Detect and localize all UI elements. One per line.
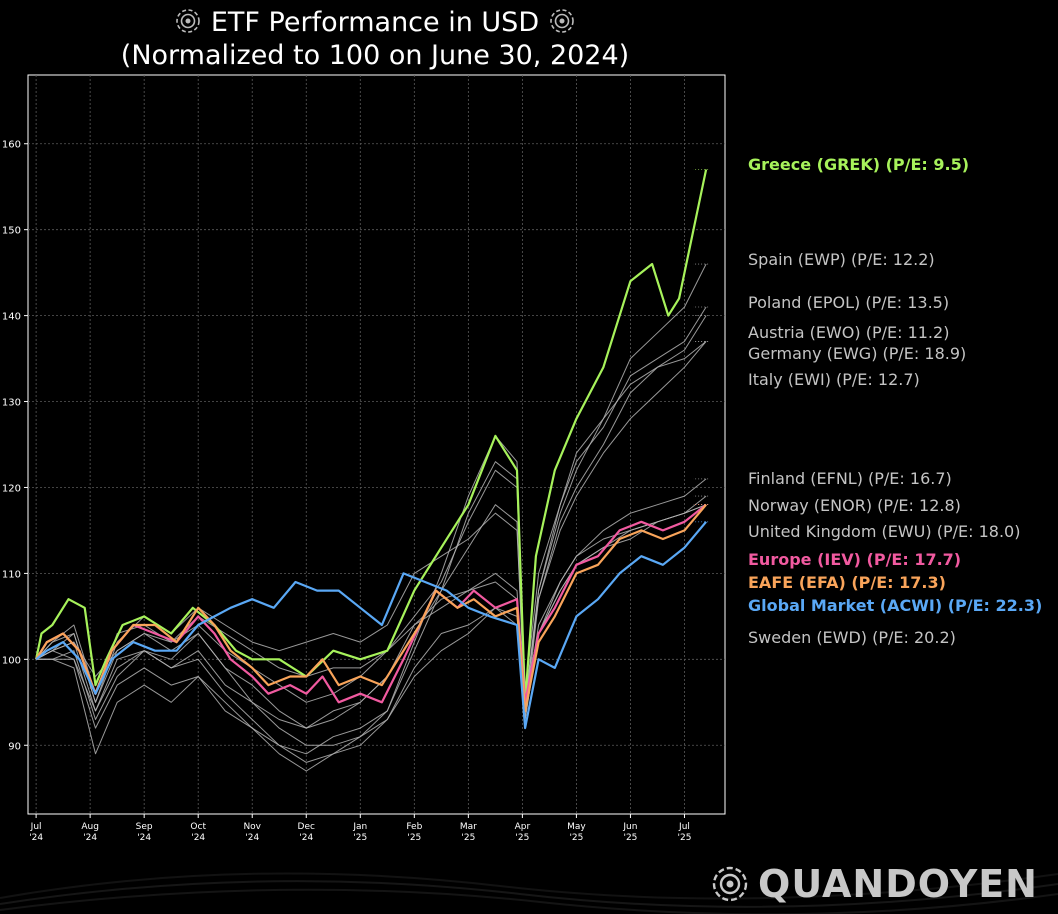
x-tick-label: Sep bbox=[136, 822, 153, 832]
y-tick-label: 120 bbox=[2, 483, 21, 494]
gear-logo-icon bbox=[712, 866, 748, 902]
y-tick-label: 160 bbox=[2, 140, 21, 151]
series-label: Norway (ENOR) (P/E: 12.8) bbox=[748, 496, 961, 516]
x-tick-label-year: '25 bbox=[623, 833, 637, 843]
chart-title: ETF Performance in USD (Normalized to 10… bbox=[0, 6, 750, 72]
y-tick-label: 150 bbox=[2, 226, 21, 237]
x-tick-label-year: '25 bbox=[353, 833, 367, 843]
y-tick-label: 130 bbox=[2, 398, 21, 409]
series-labels: Greece (GREK) (P/E: 9.5) Spain (EWP) (P/E… bbox=[748, 0, 1058, 700]
x-tick-label-year: '25 bbox=[569, 833, 583, 843]
x-tick-label: Feb bbox=[406, 822, 422, 832]
x-tick-label: Nov bbox=[243, 822, 261, 832]
series-label: Global Market (ACWI) (P/E: 22.3) bbox=[748, 596, 1043, 616]
x-tick-label: Jan bbox=[352, 822, 367, 832]
x-tick-label: Jul bbox=[678, 822, 690, 832]
series-line bbox=[36, 478, 707, 746]
gear-logo-icon bbox=[176, 9, 201, 33]
series-line bbox=[35, 341, 707, 729]
series-line bbox=[35, 341, 707, 703]
series-label: Greece (GREK) (P/E: 9.5) bbox=[748, 155, 970, 175]
x-tick-label: Mar bbox=[460, 822, 477, 832]
x-tick-label-year: '24 bbox=[29, 833, 43, 843]
x-tick-label-year: '25 bbox=[515, 833, 529, 843]
x-tick-label-year: '25 bbox=[678, 833, 692, 843]
series-line bbox=[35, 504, 707, 695]
x-tick-label: May bbox=[567, 822, 586, 832]
title-line-1: ETF Performance in USD bbox=[210, 7, 540, 38]
y-tick-label: 100 bbox=[2, 655, 21, 666]
x-tick-label-year: '24 bbox=[83, 833, 97, 843]
title-line-2: (Normalized to 100 on June 30, 2024) bbox=[120, 40, 630, 71]
series-label: Spain (EWP) (P/E: 12.2) bbox=[748, 249, 935, 269]
series-line bbox=[35, 521, 707, 730]
x-tick-label-year: '25 bbox=[461, 833, 475, 843]
line-chart: 90100110120130140150160Jul'24Aug'24Sep'2… bbox=[2, 74, 726, 843]
y-tick-label: 140 bbox=[2, 312, 21, 323]
series-label: Sweden (EWD) (P/E: 20.2) bbox=[748, 627, 956, 647]
series-line bbox=[35, 315, 707, 763]
x-tick-label-year: '24 bbox=[299, 833, 313, 843]
plot-frame bbox=[27, 74, 726, 815]
y-tick-label: 110 bbox=[2, 569, 21, 580]
decorative-wave-pattern bbox=[0, 872, 1058, 914]
series-label: Italy (EWI) (P/E: 12.7) bbox=[748, 370, 920, 390]
x-tick-label-year: '24 bbox=[191, 833, 205, 843]
x-tick-label: Jun bbox=[622, 822, 637, 832]
series-line bbox=[35, 503, 707, 713]
gear-logo-icon bbox=[549, 9, 574, 33]
brand-logo: QUANDOYEN bbox=[710, 862, 1038, 906]
x-tick-label: Oct bbox=[190, 822, 206, 832]
x-tick-label-year: '24 bbox=[245, 833, 259, 843]
series-label: Austria (EWO) (P/E: 11.2) bbox=[748, 322, 950, 342]
x-tick-label: Jul bbox=[30, 822, 42, 832]
x-tick-label: Dec bbox=[298, 822, 315, 832]
y-tick-label: 90 bbox=[8, 741, 21, 752]
series-label: Germany (EWG) (P/E: 18.9) bbox=[748, 344, 967, 364]
series-line bbox=[35, 169, 708, 704]
brand-name: QUANDOYEN bbox=[758, 862, 1038, 906]
series-label: Europe (IEV) (P/E: 17.7) bbox=[748, 549, 962, 569]
x-tick-label-year: '24 bbox=[137, 833, 151, 843]
series-label: EAFE (EFA) (P/E: 17.3) bbox=[748, 572, 946, 592]
x-tick-label: Aug bbox=[81, 822, 99, 832]
x-tick-label-year: '25 bbox=[407, 833, 421, 843]
series-line bbox=[35, 306, 707, 755]
series-label: United Kingdom (EWU) (P/E: 18.0) bbox=[748, 522, 1021, 542]
x-tick-label: Apr bbox=[515, 822, 531, 832]
series-label: Poland (EPOL) (P/E: 13.5) bbox=[748, 292, 950, 312]
series-label: Finland (EFNL) (P/E: 16.7) bbox=[748, 468, 952, 488]
